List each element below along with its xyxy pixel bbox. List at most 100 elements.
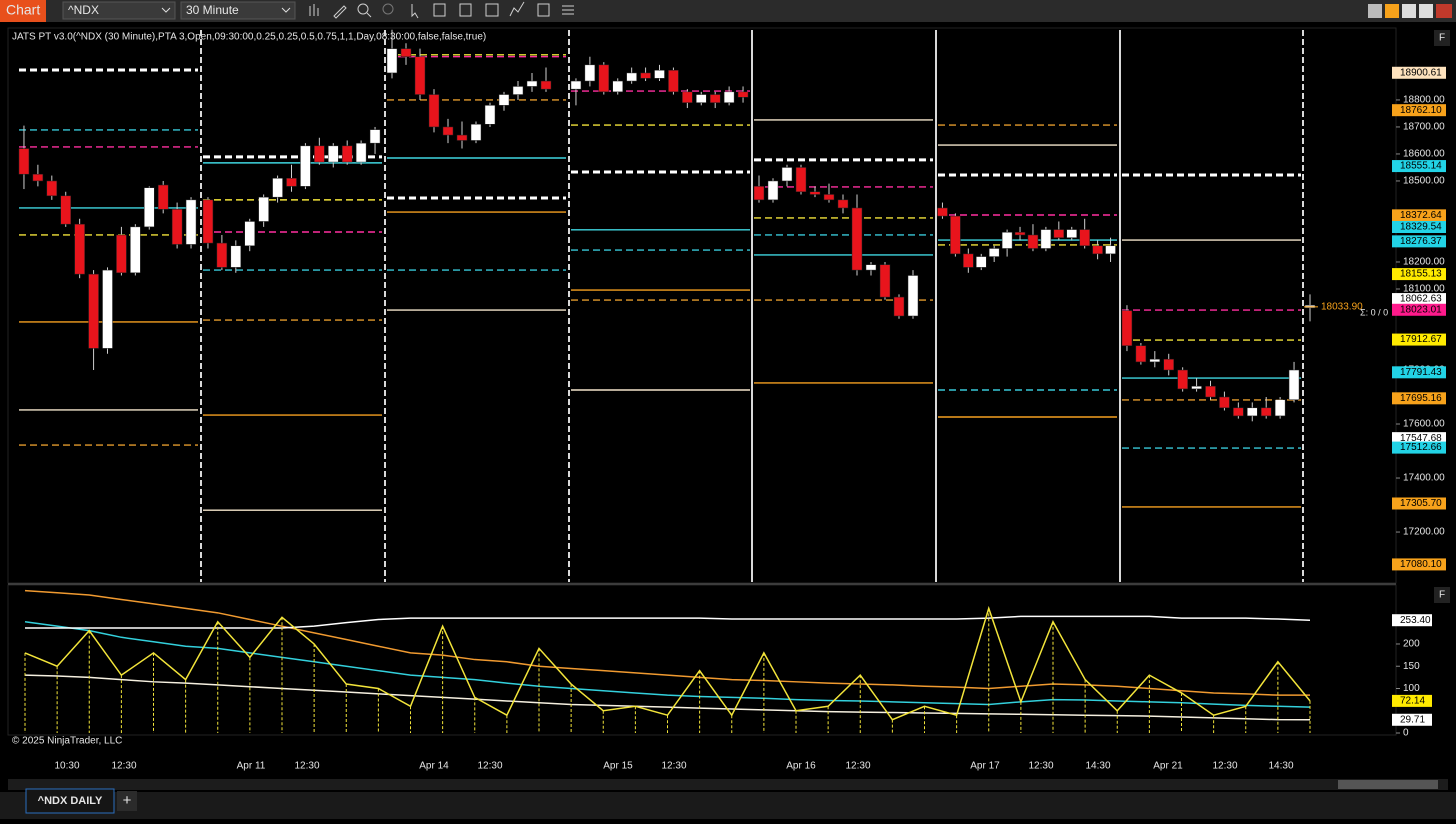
candle-body [1177,369,1188,390]
dropdown-arrow [161,7,171,13]
candle-body [809,191,821,195]
candle-body [185,199,197,245]
candle-body [1066,229,1077,238]
instrument[interactable]: ^NDX [68,3,99,17]
candle-body [1040,229,1052,249]
panel-button[interactable] [1434,587,1450,603]
candle-body [584,64,596,82]
app-label-bg [0,0,46,22]
price-flag [1392,235,1446,248]
price-flag [1392,268,1446,281]
scroll-thumb[interactable] [1338,780,1438,789]
interval-select[interactable] [180,1,296,20]
candle-body [937,207,948,217]
y-tick-label: 18500.00 [1403,176,1445,187]
tab[interactable] [25,788,115,814]
interval[interactable]: 30 Minute [186,3,239,17]
x-tick-label: Apr 11 [237,761,266,772]
candle-body [442,126,454,136]
scrollbar[interactable] [8,779,1448,790]
volume-panel [7,584,1397,736]
candle-body [1079,229,1090,247]
copyright: © 2025 NinjaTrader, LLC [12,736,122,747]
price-flag-label: 18276.37 [1400,236,1442,247]
candle-body [202,199,214,244]
candle-body [1092,245,1103,255]
candle-body [1274,399,1286,417]
candle-body [696,94,707,103]
x-tick-label: 12:30 [1028,761,1053,772]
candle-body [709,94,721,103]
candle-body [484,105,496,125]
x-tick-label: Apr 17 [970,761,1000,772]
candle-body [456,134,468,141]
candle-body [216,242,228,268]
candle-body [723,91,735,103]
candle-body [46,180,58,197]
window-buttons[interactable] [1368,4,1452,18]
candle-body [851,207,863,271]
candle-body [428,94,440,128]
candle-body [879,264,891,298]
candle-body [626,72,637,82]
x-tick-label: 14:30 [1268,761,1293,772]
value-flag [1392,614,1432,627]
candle-body [32,173,44,182]
candle-body [612,80,623,93]
tab-label[interactable]: ^NDX DAILY [38,795,103,807]
candle-body [244,221,255,247]
candle-body [258,196,269,222]
candle-body [369,129,381,144]
y-tick-label: 18800.00 [1403,95,1445,106]
candle-body [781,167,793,182]
x-tick-label: 12:30 [845,761,870,772]
candle-body [171,209,183,245]
price-flag [1392,333,1446,346]
x-tick-label: Apr 16 [786,761,816,772]
x-tick-label: 10:30 [54,761,79,772]
candle-body [328,145,339,163]
candle-body [355,142,367,163]
candle-body [74,223,85,275]
price-flag-label: 17305.70 [1400,498,1442,509]
value-flag-label: 29.71 [1400,714,1425,725]
plot-area: 18800.00 18700.00 18600.00 18500.00 18200.00… [18,29,1446,772]
candle-body [88,273,99,349]
toolbar-icons[interactable] [309,1,574,19]
price-flag-label: 17080.10 [1400,559,1442,570]
toolbar [0,0,1456,22]
price-flag-label: 17791.43 [1400,367,1442,378]
candle-body [400,48,412,57]
value-flag [1392,713,1432,726]
candle-body [272,178,283,198]
candle-body [640,72,651,79]
candle-body [795,167,807,193]
candle-body [1247,407,1258,417]
panel-button[interactable] [1434,30,1450,46]
candle-body [570,80,582,90]
price-flag-label: 17695.16 [1400,393,1442,404]
candle-body [907,275,919,317]
y-tick-label: 100 [1403,683,1420,694]
price-flag [1392,293,1446,306]
panel-button-label[interactable]: F [1439,33,1445,44]
add-tab[interactable] [117,791,137,811]
candle-body [893,296,905,317]
candle-body [823,194,835,201]
candle-body [1121,310,1133,346]
value-flag-label: 253.40 [1400,615,1431,626]
y-tick-label: 0 [1403,728,1409,739]
candle-body [1219,396,1230,409]
instrument-select[interactable] [62,1,176,20]
price-flag-label: 18900.61 [1400,67,1442,78]
add-tab-label[interactable]: + [123,792,132,809]
candle-body [976,256,987,268]
price-flag [1392,160,1446,173]
panel-button-label[interactable]: F [1439,590,1445,601]
volume-line [24,674,1311,721]
y-tick-label: 150 [1403,661,1420,672]
candle-body [1001,232,1013,249]
candle-body [837,199,849,209]
candle-body [1205,385,1216,398]
